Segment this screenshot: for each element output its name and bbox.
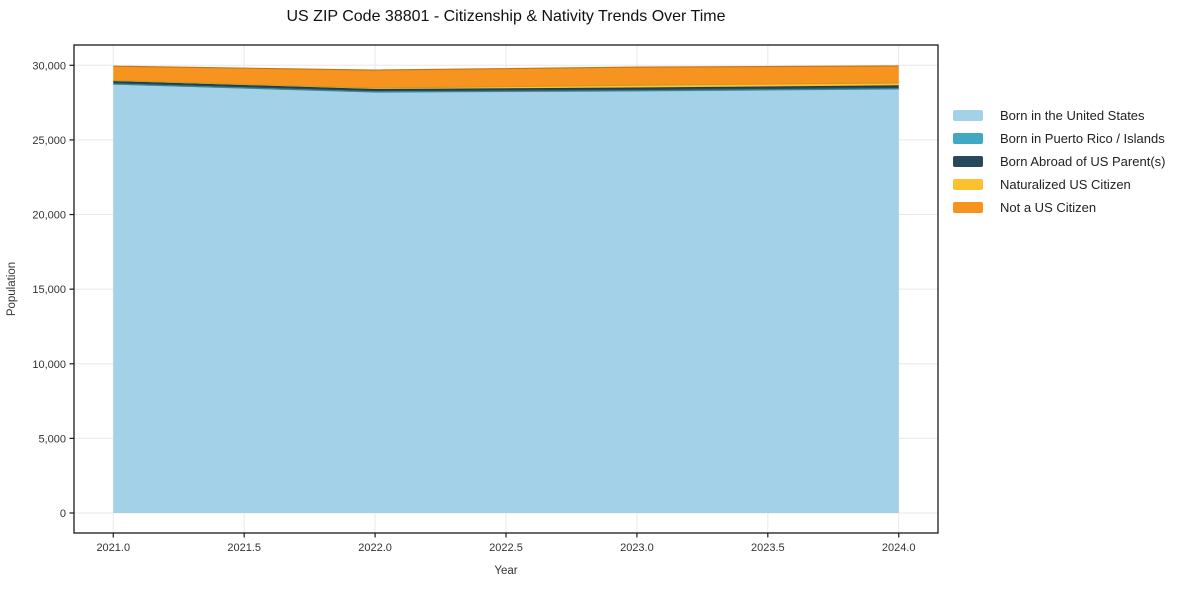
y-tick-label: 0 [60,508,66,520]
x-tick-label: 2023.5 [751,542,785,554]
area-edge [113,81,899,91]
x-tick-label: 2022.5 [489,542,523,554]
y-tick-label: 15,000 [32,284,66,296]
legend-swatch-not-citizen [953,202,983,213]
axis-ticks [69,64,900,538]
legend-swatch-puerto-rico [953,133,983,144]
y-tick-label: 5,000 [38,433,66,445]
area-edge [113,65,899,71]
stacked-areas [113,65,899,513]
x-tick-label: 2021.5 [227,542,261,554]
legend-swatch-naturalized [953,179,983,190]
area-edge [113,83,899,93]
y-tick-label: 30,000 [32,60,66,72]
legend-label: Born Abroad of US Parent(s) [1000,154,1166,169]
x-tick-label: 2023.0 [620,542,654,554]
legend-item: Born Abroad of US Parent(s) [953,150,1165,173]
legend-label: Born in Puerto Rico / Islands [1000,131,1165,146]
legend-label: Naturalized US Citizen [1000,177,1131,192]
legend-label: Born in the United States [1000,108,1145,123]
tick-labels: 2021.0 2021.5 2022.0 2022.5 2023.0 2023.5 2024… [32,60,915,554]
legend-item: Born in the United States [953,104,1165,127]
x-tick-label: 2021.0 [96,542,130,554]
legend: Born in the United States Born in Puerto… [953,104,1165,219]
area-edge [113,79,899,89]
x-tick-label: 2024.0 [882,542,916,554]
legend-label: Not a US Citizen [1000,200,1097,215]
y-tick-label: 20,000 [32,210,66,222]
area-band [113,66,899,89]
y-tick-label: 10,000 [32,359,66,371]
x-axis-label: Year [494,565,517,577]
legend-swatch-born-us [953,110,983,121]
area-band [113,84,899,513]
legend-item: Naturalized US Citizen [953,173,1165,196]
y-tick-label: 25,000 [32,135,66,147]
y-axis-label: Population [6,262,18,316]
legend-item: Not a US Citizen [953,196,1165,219]
x-tick-label: 2022.0 [358,542,392,554]
legend-swatch-born-abroad [953,156,983,167]
legend-item: Born in Puerto Rico / Islands [953,127,1165,150]
chart-title: US ZIP Code 38801 - Citizenship & Nativi… [286,8,726,25]
